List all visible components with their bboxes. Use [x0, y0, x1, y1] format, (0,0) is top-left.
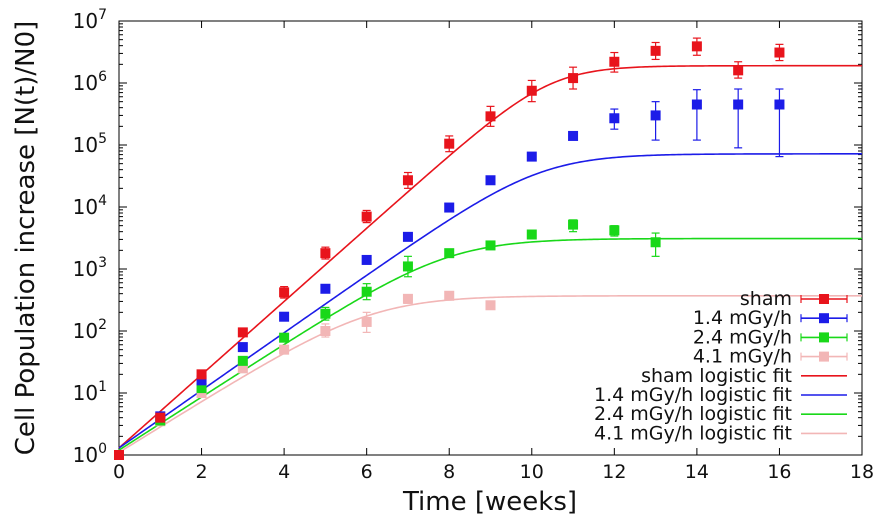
x-tick-label: 18	[850, 461, 874, 483]
data-point	[650, 110, 661, 121]
legend-label-1-4-mgy-h-logistic-fit: 1.4 mGy/h logistic fit	[594, 384, 792, 406]
data-point	[361, 211, 372, 222]
y-axis-ticks: 100 101 102 103 104 105 106 107	[73, 7, 862, 467]
data-point	[444, 138, 455, 149]
legend-label-2-4-mgy-h: 2.4 mGy/h	[693, 326, 792, 348]
data-point	[196, 383, 207, 394]
data-point	[237, 355, 248, 366]
legend-swatch-marker	[819, 294, 829, 304]
data-point	[237, 363, 248, 374]
legend-swatch-marker	[819, 351, 829, 362]
x-tick-label: 10	[520, 461, 544, 483]
data-point	[402, 231, 413, 242]
y-tick-label: 101	[73, 379, 107, 405]
data-point	[650, 45, 661, 56]
legend-label-2-4-mgy-h-logistic-fit: 2.4 mGy/h logistic fit	[594, 403, 792, 425]
data-point	[114, 450, 124, 460]
y-tick-label: 104	[73, 193, 107, 219]
data-point	[444, 290, 455, 301]
data-point	[361, 316, 372, 327]
data-point	[155, 412, 166, 423]
data-point	[402, 261, 413, 272]
series-sham	[114, 37, 785, 460]
legend-label-sham-logistic-fit: sham logistic fit	[641, 365, 792, 387]
data-point	[568, 73, 579, 84]
legend-label-4-1-mgy-h-logistic-fit: 4.1 mGy/h logistic fit	[594, 422, 792, 444]
data-point	[568, 219, 579, 230]
data-point	[320, 326, 331, 336]
data-point	[361, 286, 372, 297]
legend-label-4-1-mgy-h: 4.1 mGy/h	[693, 346, 792, 368]
x-tick-label: 4	[278, 461, 290, 483]
data-point	[691, 99, 702, 110]
data-point	[485, 300, 496, 311]
data-point	[237, 327, 248, 338]
data-point	[196, 375, 207, 386]
x-tick-label: 8	[443, 461, 455, 483]
data-point	[279, 344, 290, 355]
data-point	[196, 369, 207, 380]
data-point	[444, 248, 455, 259]
data-point	[320, 248, 331, 259]
y-tick-label: 107	[73, 7, 107, 33]
data-point	[526, 85, 537, 96]
data-point	[402, 293, 413, 304]
data-point	[526, 151, 537, 162]
data-point	[568, 130, 579, 141]
legend-label-1-4-mgy-h: 1.4 mGy/h	[693, 307, 792, 329]
y-tick-label: 102	[73, 317, 107, 343]
data-point	[650, 237, 661, 248]
x-tick-label: 2	[196, 461, 208, 483]
x-tick-label: 0	[113, 461, 125, 483]
x-tick-label: 6	[361, 461, 373, 483]
legend-label-sham: sham	[740, 288, 792, 310]
data-point	[279, 287, 290, 298]
x-axis-ticks: 0 2 4 6 8 10 12 14 16 18	[113, 21, 874, 483]
series-2-4-mgy-h	[114, 219, 661, 460]
x-axis-label: Time [weeks]	[402, 487, 577, 516]
y-tick-label: 105	[73, 131, 107, 157]
data-point	[402, 175, 413, 186]
x-tick-label: 12	[602, 461, 626, 483]
data-point	[774, 99, 785, 110]
x-tick-label: 16	[767, 461, 791, 483]
data-point	[609, 113, 620, 124]
y-tick-label: 100	[73, 441, 107, 467]
data-point	[444, 202, 455, 213]
data-point	[237, 342, 248, 353]
legend-swatch-marker	[819, 313, 829, 324]
data-point	[526, 229, 537, 240]
x-tick-label: 14	[685, 461, 709, 483]
data-point	[733, 65, 744, 76]
series-4-1-mgy-h	[114, 290, 496, 460]
data-point	[609, 56, 620, 67]
data-point	[320, 308, 331, 319]
data-point	[774, 47, 785, 58]
data-point	[485, 240, 496, 251]
data-point	[485, 111, 496, 122]
data-point	[691, 41, 702, 52]
y-axis-label: Cell Population increase [N(t)/N0]	[11, 21, 41, 456]
data-point	[279, 311, 290, 322]
data-point	[361, 254, 372, 265]
data-point	[485, 175, 496, 186]
series-layer	[114, 37, 862, 460]
data-point	[279, 332, 290, 343]
data-point	[609, 225, 620, 236]
y-tick-label: 103	[73, 255, 107, 281]
data-point	[320, 283, 331, 294]
y-tick-label: 106	[73, 69, 107, 95]
fit-line-4-1-mgy-h-logistic-fit	[118, 294, 862, 454]
data-point	[733, 99, 744, 110]
legend-swatch-marker	[819, 332, 829, 343]
